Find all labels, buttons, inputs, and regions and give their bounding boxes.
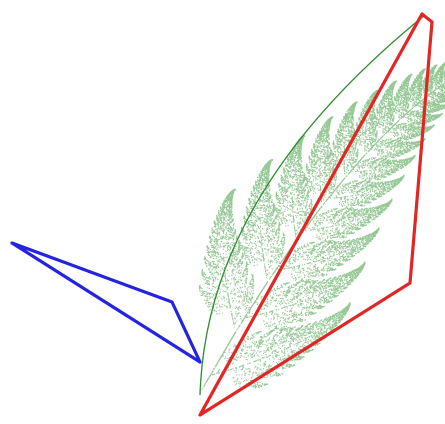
fern-fractal	[198, 62, 445, 390]
blue-triangle	[10, 241, 202, 364]
fern-dots	[198, 62, 445, 390]
red-quadrilateral	[198, 12, 434, 417]
fern-stem	[199, 14, 426, 396]
